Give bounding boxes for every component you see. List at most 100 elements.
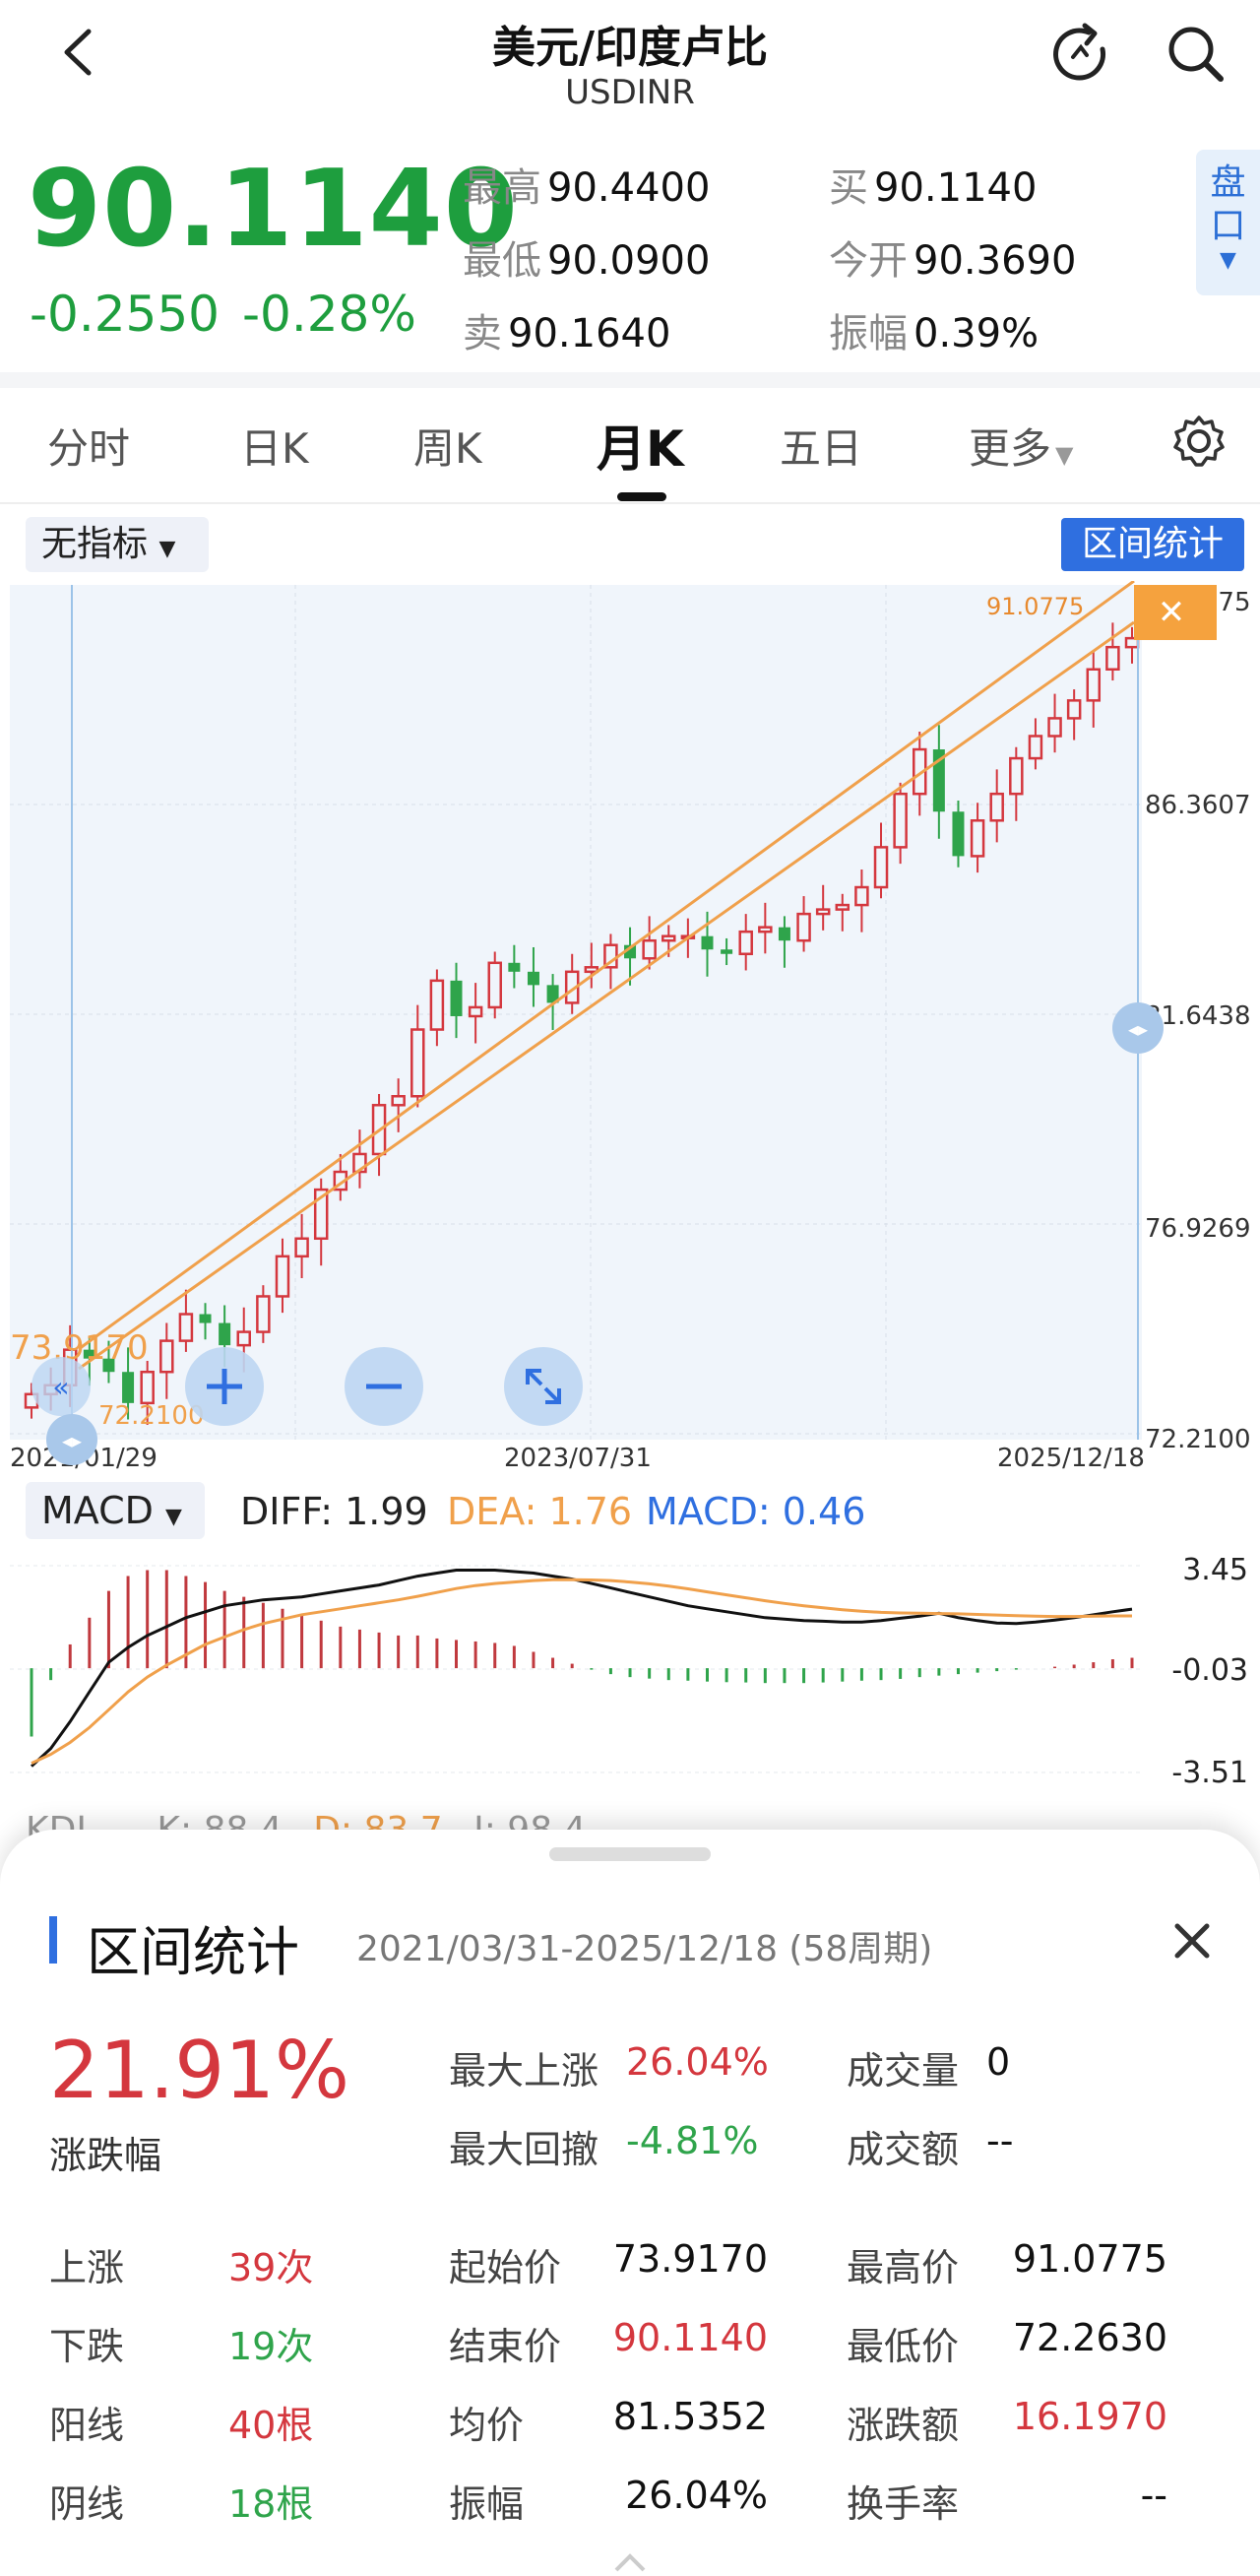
candle-body — [796, 912, 811, 942]
svg-text:◂▸: ◂▸ — [1128, 1017, 1148, 1041]
max-rise-value: 26.04% — [626, 2040, 769, 2084]
range-min-price: 72.2100 — [98, 1401, 205, 1431]
search-icon[interactable] — [1162, 20, 1230, 89]
volume-label: 成交量 — [847, 2049, 960, 2093]
range-drag-handle-right[interactable]: ◂▸ — [1112, 1002, 1164, 1054]
candle-body — [391, 1095, 406, 1107]
order-book-label-2: 口 — [1210, 206, 1246, 246]
candle-body — [952, 811, 965, 857]
candle-body — [701, 935, 714, 950]
y-tick-label: 76.9269 — [1145, 1214, 1251, 1244]
caret-down-icon: ▼ — [1220, 248, 1236, 273]
candle-body — [932, 749, 945, 812]
back-arrow-icon[interactable] — [49, 18, 108, 87]
candle-body — [1105, 645, 1120, 672]
candle-body — [487, 961, 502, 1009]
stat-value: 26.04% — [625, 2474, 768, 2517]
scroll-left-button[interactable]: « — [32, 1357, 91, 1416]
range-start-price: 73.9170 — [10, 1328, 149, 1368]
order-book-toggle[interactable]: 盘 口 ▼ — [1196, 150, 1260, 295]
stat-value: 73.9170 — [612, 2237, 768, 2281]
candle-body — [102, 1358, 115, 1373]
stat-value: 19次 — [228, 2325, 314, 2368]
candle-body — [159, 1339, 174, 1374]
close-icon[interactable] — [1167, 1916, 1217, 1965]
stat-value: 40根 — [228, 2404, 314, 2447]
trend-line-lower — [78, 620, 1135, 1371]
quote-sell: 卖 90.1640 — [463, 311, 671, 356]
gear-icon[interactable] — [1169, 412, 1228, 471]
candle-body — [294, 1237, 309, 1258]
section-divider — [0, 372, 1260, 388]
candlestick-chart[interactable]: 91.0775 86.3607 81.6438 76.9269 72.2100 … — [0, 581, 1260, 1477]
refresh-icon[interactable] — [1045, 20, 1114, 89]
range-change-pct-label: 涨跌幅 — [49, 2134, 162, 2177]
macd-y-label: -3.51 — [1171, 1756, 1248, 1790]
sheet-drag-handle[interactable] — [549, 1847, 711, 1861]
turnover-label: 成交额 — [847, 2128, 960, 2171]
candle-body — [1047, 717, 1062, 738]
macd-y-label: -0.03 — [1171, 1653, 1248, 1688]
tab-daily-k[interactable]: 日K — [240, 424, 309, 473]
candle-body — [178, 1313, 194, 1342]
chevron-up-icon[interactable] — [610, 2548, 650, 2576]
range-change-pct: 21.91% — [49, 2025, 350, 2116]
candle-body — [642, 938, 657, 960]
tab-more[interactable]: 更多 ▼ — [969, 416, 1073, 476]
candle-body — [236, 1330, 252, 1347]
zoom-in-button[interactable] — [185, 1347, 264, 1426]
sheet-title: 区间统计 — [87, 1921, 299, 1983]
stat-value: 90.1140 — [612, 2316, 768, 2359]
quote-high: 最高 90.4400 — [463, 165, 711, 211]
close-icon[interactable]: ✕ — [1158, 593, 1186, 632]
macd-macd-value: MACD: 0.46 — [646, 1490, 866, 1533]
macd-indicator-selector[interactable]: MACD ▼ — [26, 1482, 205, 1539]
candle-body — [970, 819, 985, 858]
fullscreen-button[interactable] — [504, 1347, 583, 1426]
candle-body — [815, 908, 831, 916]
candle-body — [1086, 668, 1102, 702]
tab-weekly-k[interactable]: 周K — [413, 424, 482, 473]
page-title: 美元/印度卢比 — [491, 23, 769, 73]
candle-body — [468, 1005, 483, 1018]
quote-buy: 买 90.1140 — [829, 165, 1038, 211]
stat-value: -- — [1140, 2474, 1167, 2517]
candle-body — [1009, 756, 1024, 796]
candle-body — [584, 966, 599, 974]
stat-label: 换手率 — [847, 2482, 960, 2526]
stat-label: 最低价 — [847, 2325, 960, 2368]
tab-monthly-k[interactable]: 月K — [597, 420, 684, 478]
stat-value: 91.0775 — [1012, 2237, 1167, 2281]
candle-body — [508, 962, 521, 972]
candle-body — [873, 846, 889, 889]
tab-intraday[interactable]: 分时 — [47, 424, 131, 473]
range-stats-button[interactable]: 区间统计 — [1061, 518, 1244, 571]
turnover-value: -- — [986, 2119, 1014, 2162]
quote-amplitude: 振幅 0.39% — [829, 311, 1040, 356]
candle-body — [122, 1372, 135, 1403]
chart-grid — [10, 585, 1142, 1440]
stat-label: 振幅 — [449, 2482, 525, 2526]
stat-label: 起始价 — [449, 2246, 562, 2289]
tab-five-day[interactable]: 五日 — [780, 424, 863, 473]
indicator-selector[interactable]: 无指标 ▼ — [26, 517, 209, 572]
macd-diff-line — [30, 1569, 1133, 1768]
candle-body — [1028, 735, 1043, 760]
macd-y-label: 3.45 — [1182, 1553, 1248, 1587]
candle-body — [256, 1295, 271, 1333]
max-drawdown-label: 最大回撤 — [449, 2128, 599, 2171]
symbol-code: USDINR — [565, 73, 695, 112]
triangle-down-icon: ▼ — [1055, 441, 1074, 469]
stat-value: 72.2630 — [1012, 2316, 1167, 2359]
range-drag-handle-left[interactable]: ◂▸ — [46, 1414, 97, 1465]
candle-body — [450, 980, 463, 1016]
stat-label: 最高价 — [847, 2246, 960, 2289]
active-tab-indicator — [617, 492, 666, 501]
candle-body — [83, 1349, 95, 1359]
macd-indicator-label: MACD — [41, 1489, 154, 1532]
triangle-down-icon: ▼ — [158, 537, 176, 561]
zoom-out-button[interactable] — [345, 1347, 423, 1426]
stat-label: 均价 — [449, 2404, 525, 2447]
macd-grid — [10, 1565, 1142, 1773]
max-price-label: 91.0775 — [986, 593, 1084, 620]
